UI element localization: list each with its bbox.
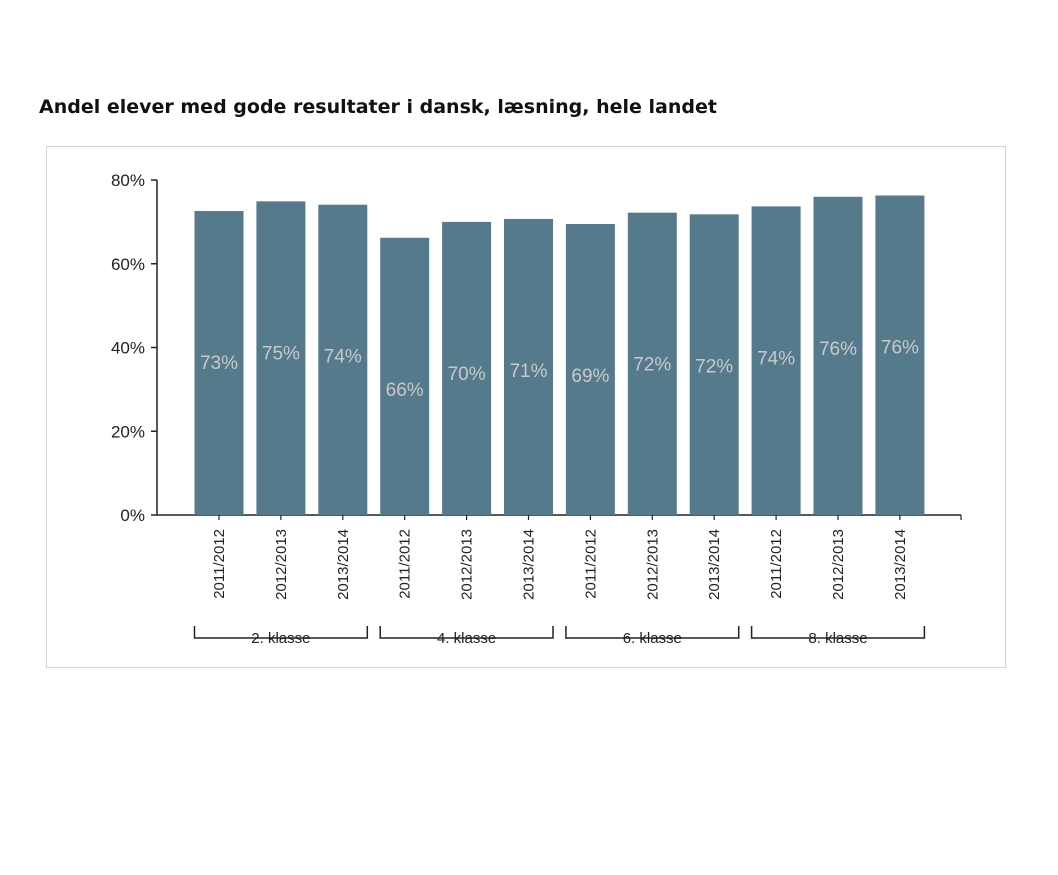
group-bracket (379, 626, 554, 639)
x-category-label: 2012/2013 (644, 529, 661, 600)
bar-data-label: 74% (757, 348, 795, 369)
bar-data-label: 76% (881, 337, 919, 358)
bar (380, 237, 430, 515)
bar (627, 212, 677, 515)
y-tick-label: 40% (111, 339, 145, 358)
bar-data-label: 69% (571, 366, 609, 387)
y-tick-label: 0% (120, 506, 145, 525)
x-category-label: 2011/2012 (397, 529, 414, 599)
y-tick-label: 20% (111, 422, 145, 441)
page-title: Andel elever med gode resultater i dansk… (39, 96, 717, 118)
x-category-label: 2011/2012 (582, 529, 599, 599)
bar (504, 218, 553, 515)
group-bracket (565, 626, 740, 639)
bar (318, 204, 368, 516)
bar (565, 223, 615, 515)
x-category-label: 2013/2014 (706, 529, 723, 600)
y-tick-label: 60% (111, 255, 145, 274)
x-category-label: 2013/2014 (335, 529, 352, 600)
x-category-label: 2012/2013 (273, 529, 290, 600)
group-label: 2. klasse (251, 630, 310, 647)
bar (442, 221, 492, 515)
chart-frame: 0% 20% 40% 60% 80% 73% 2011/2012 75% 2012/2013 74… (46, 146, 1006, 668)
x-category-label: 2012/2013 (830, 529, 847, 600)
bar (875, 195, 925, 515)
bar-data-label: 73% (200, 353, 238, 374)
bar-data-label: 66% (386, 380, 424, 401)
bar (751, 206, 801, 515)
x-category-label: 2013/2014 (521, 529, 538, 600)
y-tick-label: 80% (111, 171, 145, 190)
bar-data-label: 74% (324, 347, 362, 368)
bar-data-label: 70% (448, 364, 486, 385)
x-category-label: 2011/2012 (211, 529, 228, 599)
bar (194, 210, 244, 516)
group-label: 6. klasse (623, 630, 682, 647)
bar-data-label: 72% (695, 356, 733, 377)
x-category-label: 2013/2014 (892, 529, 909, 600)
bar (256, 201, 306, 515)
bar-data-label: 76% (819, 339, 857, 360)
bar-chart: 0% 20% 40% 60% 80% 73% 2011/2012 75% 2012/2013 74… (111, 171, 962, 647)
group-bracket (193, 626, 369, 639)
bar-data-label: 71% (509, 361, 547, 382)
group-bracket (750, 626, 926, 639)
bar-data-label: 75% (262, 343, 300, 364)
bar (689, 214, 739, 515)
bar-data-label: 72% (633, 355, 671, 376)
group-label: 4. klasse (437, 630, 496, 647)
bar (813, 196, 863, 515)
group-label: 8. klasse (808, 630, 867, 647)
x-category-label: 2012/2013 (459, 529, 476, 600)
x-category-label: 2011/2012 (768, 529, 785, 599)
